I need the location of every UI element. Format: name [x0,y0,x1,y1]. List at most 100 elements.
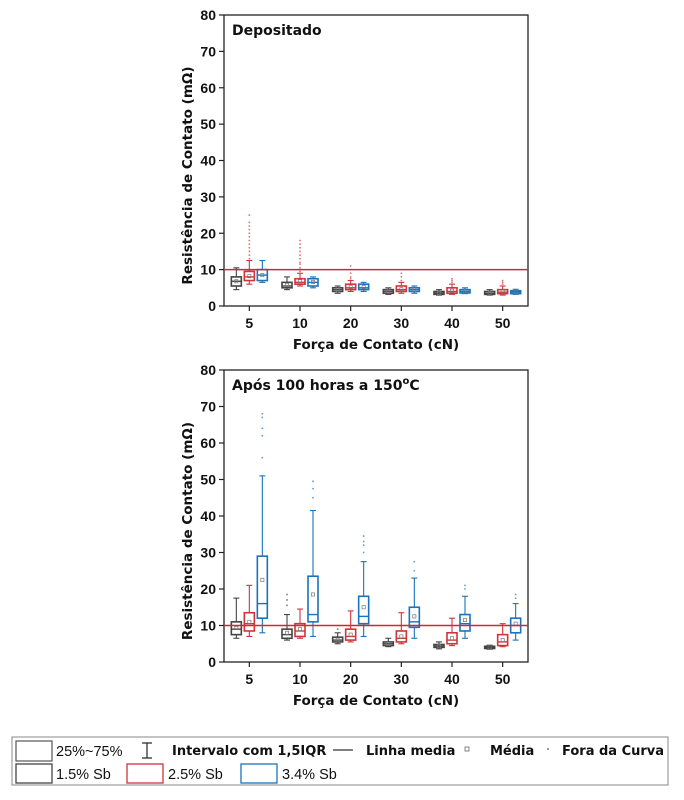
mean-marker [260,273,265,278]
box-1-5-sb-20 [331,628,344,645]
y-tick-label-20: 20 [200,225,216,241]
y-tick-label-60: 60 [200,80,216,96]
outlier-point [299,254,301,256]
x-tick-label-10: 10 [292,315,308,331]
mean-marker [386,289,391,294]
y-tick-label-50: 50 [200,116,216,132]
mean-marker [348,285,353,290]
outlier-point [248,228,251,231]
iqr-box [230,621,243,636]
outlier-point [299,239,301,242]
mean-marker [412,614,417,619]
box-2-5-sb-30 [395,612,408,645]
panel-title: Depositado [232,23,322,39]
iqr-box [459,613,471,632]
outlier-point [261,456,264,459]
box-3-4-sb-20 [357,535,370,638]
mean-marker [386,641,391,646]
panel-title: Após 100 horas a 150oC [232,376,420,394]
legend-median-label: Linha media [366,744,455,759]
mean-marker [335,637,340,642]
box-3-4-sb-10 [307,276,319,289]
iqr-box [307,575,319,623]
mean-marker [463,618,467,622]
outlier-point [248,214,251,216]
outlier-point [451,281,453,284]
outlier-point [400,272,403,275]
iqr-box [357,595,370,625]
iqr-box [294,622,306,638]
mean-marker [298,627,302,632]
y-tick-label-10: 10 [200,262,216,278]
box-2-5-sb-10 [294,239,306,287]
outlier-point [312,480,314,483]
outlier-point [286,593,288,596]
outlier-point [261,416,264,419]
outlier-point [362,535,365,537]
legend-series-3-4-sb: 3.4% Sb [282,767,337,783]
plot-frame [223,14,529,307]
box-2-5-sb-40 [446,617,458,647]
outlier-point [312,487,314,490]
legend-swatch-1-5-sb [15,763,53,784]
outlier-point [501,279,504,282]
whisker-icon [142,742,152,759]
outlier-point [501,281,504,284]
legend-swatch-3-4-sb [240,763,278,784]
outlier-point [362,540,365,543]
box-1-5-sb-40 [433,289,445,296]
mean-marker [361,605,366,610]
outlier-point [349,277,352,280]
mean-marker [487,290,492,295]
iqr-box [357,283,370,291]
box-1-5-sb-50 [483,289,496,296]
outlier-point [464,588,466,590]
outlier-point [514,597,517,600]
outlier-point [501,283,504,286]
iqr-box [281,281,293,289]
mean-square-icon [464,746,470,752]
legend-whisker-label: Intervalo com 1,5IQR [172,744,326,759]
y-tick-label-0: 0 [208,654,216,670]
x-axis-title: Força de Contato (cN) [293,337,459,353]
outlier-point [336,628,339,631]
outlier-point [248,239,251,242]
mean-marker [234,626,239,631]
box-1-5-sb-40 [433,641,445,650]
box-3-4-sb-30 [408,560,421,639]
x-tick-label-10: 10 [292,671,308,687]
legend-mean-label: Média [490,744,534,759]
box-3-4-sb-50 [509,593,522,641]
box-3-4-sb-20 [357,281,370,293]
box-1-5-sb-30 [382,287,395,295]
y-tick-label-80: 80 [200,362,216,378]
legend-series-1-5-sb: 1.5% Sb [56,767,111,783]
legend-box-label: 25%~75% [56,744,123,760]
outlier-point [299,250,301,253]
y-tick-label-70: 70 [200,399,216,415]
mean-marker [513,290,518,295]
box-2-5-sb-50 [496,623,509,648]
y-axis-title: Resistência de Contato (mΩ) [180,422,196,640]
outlier-point [400,276,403,278]
mean-marker [335,287,340,292]
outlier-point [413,569,416,572]
iqr-box [395,630,408,643]
outlier-point [400,279,403,282]
y-axis-title: Resistência de Contato (mΩ) [180,66,196,284]
x-tick-label-50: 50 [495,315,511,331]
x-tick-label-30: 30 [394,315,410,331]
iqr-box [408,606,421,629]
legend-outlier-label: Fora da Curva [562,744,664,759]
mean-marker [487,645,492,650]
mean-marker [500,289,505,294]
mean-marker [463,289,467,294]
mean-marker [450,636,454,641]
box-1-5-sb-20 [331,285,344,294]
y-tick-label-30: 30 [200,189,216,205]
x-tick-label-40: 40 [444,671,460,687]
outlier-point [312,496,314,499]
legend: 25%~75% Intervalo com 1,5IQR Linha media… [11,736,669,786]
legend-box-swatch [15,740,53,762]
x-tick-label-20: 20 [343,315,359,331]
